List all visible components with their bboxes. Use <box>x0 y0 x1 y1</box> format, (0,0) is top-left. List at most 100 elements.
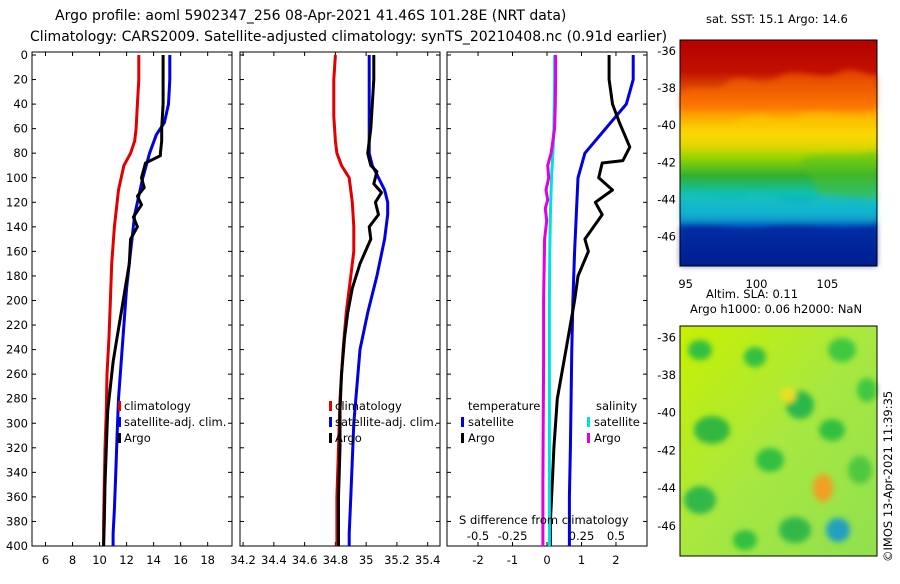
x-tick-label: 0 <box>543 553 550 567</box>
legend-swatch-climatology <box>118 401 121 411</box>
sla-lat-tick-label: -36 <box>657 330 676 344</box>
x-tick-label: 35.2 <box>384 553 410 567</box>
series-salinity-argo <box>541 55 558 546</box>
temperature-panel-frame <box>31 51 233 547</box>
x-tick-label: 34.4 <box>261 553 287 567</box>
x-tick-label: 35.4 <box>415 553 441 567</box>
sst-lat-tick-label: -42 <box>657 155 676 169</box>
x-tick-label: -2 <box>472 553 483 567</box>
difference-panel-frame <box>446 51 648 547</box>
header-line-1: Argo profile: aoml 5902347_256 08-Apr-20… <box>55 8 566 24</box>
series-temperature-satellite <box>567 55 635 546</box>
series-satellite-adj-clim- <box>347 55 390 546</box>
x-tick-label: 16 <box>173 553 188 567</box>
temperature-plot: 0 20 40 60 80 100 120 140 160 180 200 220 240 260 280 3… <box>6 48 232 567</box>
legend-swatch-argo <box>329 433 332 443</box>
depth-tick-label: 200 <box>6 294 28 308</box>
chart-layer: 0204060801001201401601802002202402602803… <box>6 44 838 567</box>
sst-lat-tick-label: -44 <box>657 192 676 206</box>
depth-tick-label: 60 <box>13 122 28 136</box>
depth-tick-label: 280 <box>6 392 28 406</box>
header-line-2: Climatology: CARS2009. Satellite-adjuste… <box>30 29 667 45</box>
legend-swatch-sal-argo <box>587 433 590 443</box>
s-tick-label: 0.5 <box>607 529 625 543</box>
legend-swatch-satellite-adj <box>118 417 121 427</box>
sst-map-title: sat. SST: 15.1 Argo: 14.6 <box>706 12 848 26</box>
depth-tick-label: 240 <box>6 343 28 357</box>
depth-tick-label: 180 <box>6 269 28 283</box>
series-argo <box>102 55 165 547</box>
legend-swatch-temp-argo <box>461 433 464 443</box>
series-temperature-argo <box>548 55 632 546</box>
x-tick-label: 34.8 <box>323 553 349 567</box>
sst-lat-tick-label: -38 <box>657 81 676 95</box>
depth-tick-label: 220 <box>6 318 28 332</box>
sla-map-title-line-2: Argo h1000: 0.06 h2000: NaN <box>690 302 862 316</box>
sst-lat-tick-label: -40 <box>657 118 676 132</box>
sla-lat-tick-label: -40 <box>657 406 676 420</box>
x-tick-label: 34.6 <box>292 553 318 567</box>
legend-swatch-climatology <box>329 401 332 411</box>
depth-tick-label: 380 <box>6 514 28 528</box>
s-tick-label: 0.25 <box>569 529 595 543</box>
legend-swatch-satellite-adj <box>329 417 332 427</box>
x-tick-label: 8 <box>69 553 76 567</box>
x-tick-label: 10 <box>92 553 107 567</box>
x-tick-label: 6 <box>42 553 49 567</box>
depth-tick-label: 160 <box>6 244 28 258</box>
x-tick-label: 1 <box>578 553 585 567</box>
depth-tick-label: 20 <box>13 73 28 87</box>
legend-label-climatology: climatology <box>124 399 191 413</box>
salinity-legend: climatology satellite-adj. clim. Argo <box>329 399 437 445</box>
depth-tick-label: 120 <box>6 195 28 209</box>
legend-label-temp-argo: Argo <box>468 431 495 445</box>
legend-swatch-temp-satellite <box>461 417 464 427</box>
series-climatology <box>332 54 356 546</box>
legend-label-temp-satellite: satellite <box>468 415 514 429</box>
sla-lat-tick-label: -44 <box>657 481 676 495</box>
legend-label-satellite-adj: satellite-adj. clim. <box>335 415 437 429</box>
s-tick-label: -0.5 <box>467 529 489 543</box>
legend-label-argo: Argo <box>124 431 151 445</box>
legend-title-salinity: salinity <box>596 399 637 413</box>
legend-swatch-sal-satellite <box>587 417 590 427</box>
legend-label-argo: Argo <box>335 431 362 445</box>
x-tick-label: -1 <box>507 553 518 567</box>
depth-tick-label: 340 <box>6 465 28 479</box>
difference-legend: temperature satellite Argo salinity sate… <box>459 399 640 527</box>
depth-tick-label: 0 <box>21 48 28 62</box>
sla-blobs <box>684 338 877 550</box>
credit-text: ©IMOS 13-Apr-2021 11:39:35 <box>881 391 895 562</box>
sla-map <box>679 325 878 557</box>
legend-swatch-argo <box>118 433 121 443</box>
depth-tick-label: 400 <box>6 539 28 553</box>
depth-tick-label: 80 <box>13 146 28 160</box>
x-tick-label: 35 <box>359 553 374 567</box>
x-tick-label: 2 <box>612 553 619 567</box>
sst-lon-tick-label: 95 <box>678 277 693 291</box>
depth-tick-label: 100 <box>6 171 28 185</box>
sst-lat-tick-label: -46 <box>657 229 676 243</box>
sst-texture <box>680 69 877 266</box>
depth-tick-label: 320 <box>6 441 28 455</box>
depth-tick-label: 260 <box>6 367 28 381</box>
sst-lon-tick-label: 105 <box>816 277 838 291</box>
sla-lat-tick-label: -42 <box>657 443 676 457</box>
temperature-legend: climatology satellite-adj. clim. Argo <box>118 399 226 445</box>
depth-tick-label: 140 <box>6 220 28 234</box>
salinity-plot: 34.2 34.4 34.6 34.8 35 35.2 35.4 <box>230 52 440 567</box>
legend-title-temperature: temperature <box>468 399 540 413</box>
sst-map <box>679 39 878 267</box>
x-tick-label: 34.2 <box>230 553 256 567</box>
sst-lon-tick-label: 100 <box>746 277 768 291</box>
series-argo <box>337 55 383 546</box>
x-tick-label: 14 <box>146 553 161 567</box>
depth-tick-label: 360 <box>6 490 28 504</box>
sla-lat-tick-label: -46 <box>657 519 676 533</box>
sst-map-frame <box>679 39 878 267</box>
x-tick-label: 12 <box>119 553 134 567</box>
x-tick-label: 18 <box>200 553 215 567</box>
difference-from-climatology-plot: -2 -1 0 1 2 -0.5 -0.25 0.25 0.5 <box>447 52 647 567</box>
sst-lat-tick-label: -36 <box>657 44 676 58</box>
